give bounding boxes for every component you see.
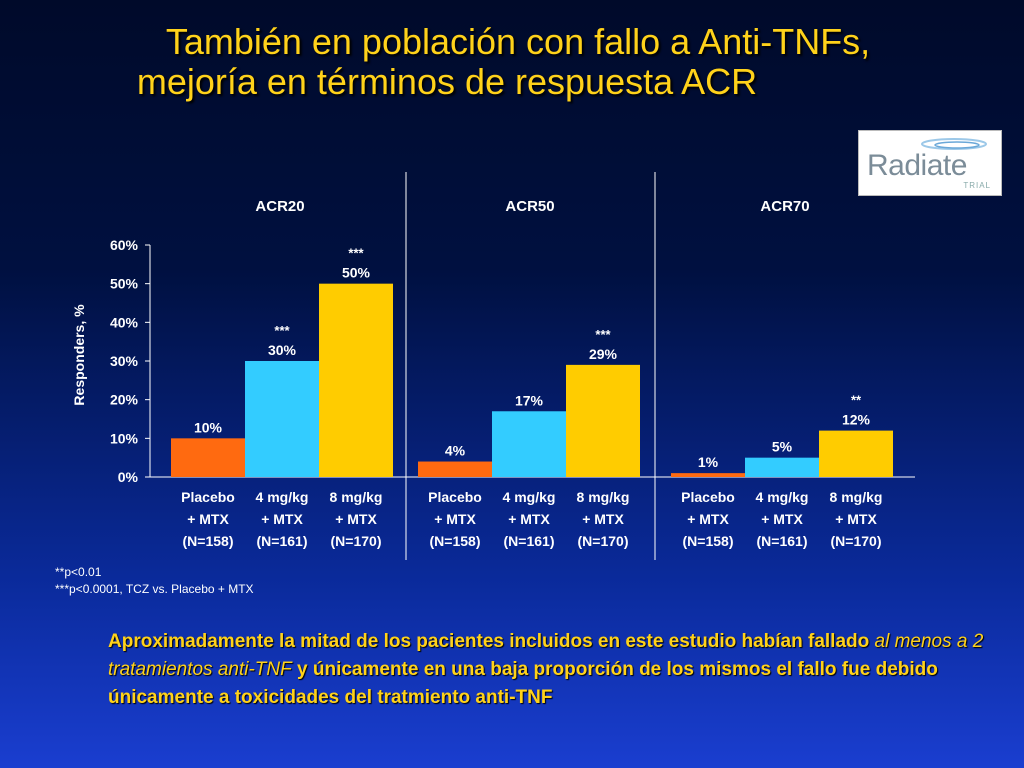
category-label: Placebo bbox=[181, 489, 235, 505]
category-label: + MTX bbox=[187, 511, 229, 527]
category-label: + MTX bbox=[335, 511, 377, 527]
bar-acr70-0 bbox=[671, 473, 745, 477]
category-label: (N=161) bbox=[504, 533, 555, 549]
group-header-acr70: ACR70 bbox=[760, 198, 809, 215]
y-tick-label: 30% bbox=[110, 353, 139, 369]
bar-value-label: 50% bbox=[342, 265, 371, 281]
bar-value-label: 10% bbox=[194, 419, 223, 435]
category-label: (N=161) bbox=[257, 533, 308, 549]
category-label: 8 mg/kg bbox=[830, 489, 883, 505]
category-label: Placebo bbox=[681, 489, 735, 505]
category-label: (N=170) bbox=[331, 533, 382, 549]
category-label: (N=158) bbox=[430, 533, 481, 549]
category-label: + MTX bbox=[835, 511, 877, 527]
category-label: 4 mg/kg bbox=[756, 489, 809, 505]
conclusion-italic: al menos a 2 tratamientos anti-TNF bbox=[108, 631, 984, 680]
y-tick-label: 60% bbox=[110, 237, 139, 253]
bar-value-label: 5% bbox=[772, 439, 793, 455]
category-label: + MTX bbox=[582, 511, 624, 527]
bar-acr50-0 bbox=[418, 461, 492, 477]
significance-marker: *** bbox=[595, 327, 611, 342]
conclusion-part-1: Aproximadamente la mitad de los paciente… bbox=[108, 631, 875, 652]
footnotes: **p<0.01 ***p<0.0001, TCZ vs. Placebo + … bbox=[55, 564, 254, 598]
group-header-acr20: ACR20 bbox=[255, 198, 304, 215]
bar-value-label: 1% bbox=[698, 454, 719, 470]
radiate-trial-logo: Radiate TRIAL bbox=[858, 130, 1002, 196]
bar-acr70-2 bbox=[819, 430, 893, 477]
bar-acr50-1 bbox=[492, 411, 566, 477]
category-label: + MTX bbox=[508, 511, 550, 527]
conclusion-text: Aproximadamente la mitad de los paciente… bbox=[108, 628, 988, 712]
significance-marker: *** bbox=[274, 323, 290, 338]
bar-acr70-1 bbox=[745, 457, 819, 477]
group-header-acr50: ACR50 bbox=[505, 198, 554, 215]
bar-acr20-2 bbox=[319, 283, 393, 477]
category-label: Placebo bbox=[428, 489, 482, 505]
category-label: + MTX bbox=[434, 511, 476, 527]
category-label: 4 mg/kg bbox=[503, 489, 556, 505]
logo-swoosh-icon bbox=[921, 138, 987, 150]
y-tick-label: 20% bbox=[110, 392, 139, 408]
category-label: 8 mg/kg bbox=[330, 489, 383, 505]
category-label: 4 mg/kg bbox=[256, 489, 309, 505]
significance-marker: *** bbox=[348, 246, 364, 261]
bar-value-label: 17% bbox=[515, 392, 544, 408]
conclusion-part-2: y únicamente en una baja proporción de l… bbox=[108, 659, 938, 708]
category-label: 8 mg/kg bbox=[577, 489, 630, 505]
y-tick-label: 10% bbox=[110, 430, 139, 446]
category-label: (N=158) bbox=[683, 533, 734, 549]
significance-marker: ** bbox=[851, 393, 862, 408]
category-label: (N=158) bbox=[183, 533, 234, 549]
category-label: + MTX bbox=[261, 511, 303, 527]
bar-value-label: 12% bbox=[842, 412, 871, 428]
y-tick-label: 50% bbox=[110, 276, 139, 292]
category-label: + MTX bbox=[687, 511, 729, 527]
title-line-1: También en población con fallo a Anti-TN… bbox=[165, 21, 871, 62]
bar-value-label: 4% bbox=[445, 443, 466, 459]
y-tick-label: 40% bbox=[110, 314, 139, 330]
y-tick-label: 0% bbox=[118, 469, 139, 485]
logo-subtitle: TRIAL bbox=[963, 181, 991, 190]
footnote-p01: **p<0.01 bbox=[55, 565, 102, 579]
logo-word: Radiate bbox=[867, 149, 967, 182]
category-label: + MTX bbox=[761, 511, 803, 527]
title-line-2: mejoría en términos de respuesta ACR bbox=[136, 61, 758, 102]
bar-value-label: 30% bbox=[268, 342, 297, 358]
bar-value-label: 29% bbox=[589, 346, 618, 362]
bar-acr20-0 bbox=[171, 438, 245, 477]
y-axis-title: Responders, % bbox=[71, 304, 87, 406]
slide-title: También en población con fallo a Anti-TN… bbox=[0, 22, 1024, 102]
bar-acr20-1 bbox=[245, 361, 319, 477]
category-label: (N=170) bbox=[831, 533, 882, 549]
category-label: (N=170) bbox=[578, 533, 629, 549]
footnote-p0001: ***p<0.0001, TCZ vs. Placebo + MTX bbox=[55, 582, 254, 596]
category-label: (N=161) bbox=[757, 533, 808, 549]
bar-acr50-2 bbox=[566, 364, 640, 477]
